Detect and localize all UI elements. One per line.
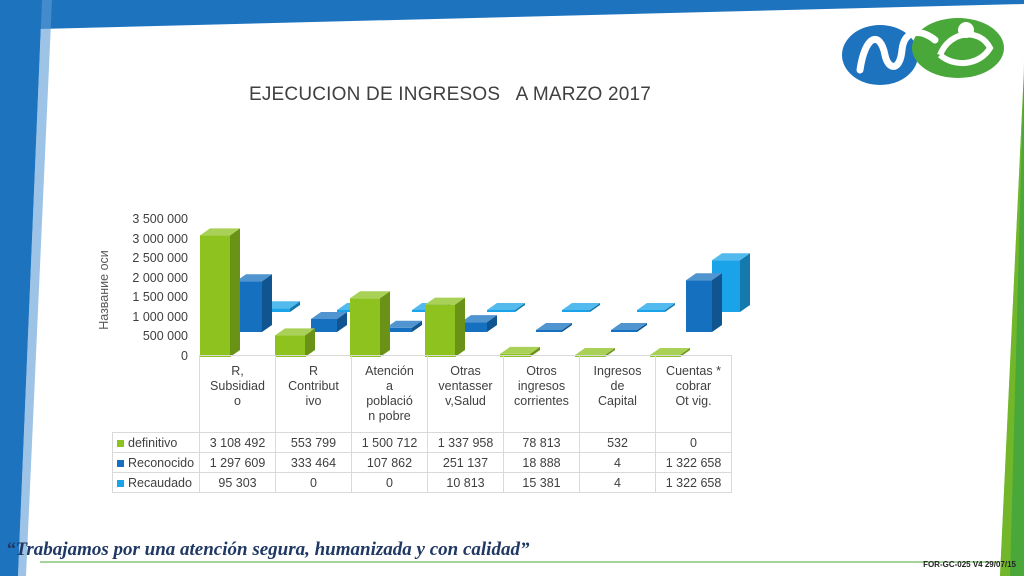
data-label: 95 303 bbox=[199, 472, 276, 493]
data-label: 0 bbox=[351, 472, 428, 493]
bar-definitivo-1 bbox=[275, 328, 315, 357]
left-blue-band-light bbox=[18, 0, 52, 576]
legend-swatch bbox=[117, 459, 124, 467]
category-label: Cuentas * cobrar Ot vig. bbox=[655, 355, 732, 433]
bar-reconocido-5 bbox=[611, 323, 647, 332]
y-tick-label: 0 bbox=[181, 349, 188, 363]
right-green-band-light bbox=[1000, 60, 1024, 576]
y-tick-label: 500 000 bbox=[142, 329, 188, 344]
data-label: 251 137 bbox=[427, 452, 504, 473]
category-label: Otras ventasser v,Salud bbox=[427, 355, 504, 433]
slogan-text: “Trabajamos por una atención segura, hum… bbox=[6, 539, 530, 560]
data-label: 1 322 658 bbox=[655, 472, 732, 493]
bar-reconocido-1 bbox=[311, 311, 347, 332]
top-blue-band bbox=[0, 0, 1024, 30]
y-tick-label: 1 000 000 bbox=[132, 309, 188, 324]
data-label: 532 bbox=[579, 432, 656, 453]
data-label: 1 297 609 bbox=[199, 452, 276, 473]
legend-reconocido: Reconocido bbox=[112, 452, 200, 473]
category-label: R, Subsidiad o bbox=[199, 355, 276, 433]
legend-swatch bbox=[117, 479, 124, 487]
table-row: Recaudado 95 303 0 0 10 813 15 381 4 1 322 658 bbox=[112, 472, 732, 493]
left-blue-band bbox=[0, 0, 42, 576]
bar-recaudado-5 bbox=[637, 303, 675, 312]
table-row: definitivo 3 108 492 553 799 1 500 712 1 337… bbox=[112, 432, 732, 453]
bar-definitivo-0 bbox=[200, 228, 240, 357]
table-row: Reconocido 1 297 609 333 464 107 862 251 137… bbox=[112, 452, 732, 473]
chart-data-table: R, Subsidiad o R Contribut ivo Atención a poblac… bbox=[112, 355, 732, 493]
y-tick-label: 3 500 000 bbox=[132, 212, 188, 226]
bar-definitivo-3 bbox=[425, 297, 465, 357]
y-tick-label: 2 000 000 bbox=[132, 270, 188, 285]
table-corner bbox=[113, 356, 200, 433]
legend-swatch bbox=[117, 439, 124, 447]
bar-reconocido-0 bbox=[236, 274, 272, 332]
y-tick-label: 3 000 000 bbox=[132, 231, 188, 246]
legend-recaudado: Recaudado bbox=[112, 472, 200, 493]
category-label: Otros ingresos corrientes bbox=[503, 355, 580, 433]
hospital-logo bbox=[842, 18, 1004, 85]
data-label: 1 337 958 bbox=[427, 432, 504, 453]
bar-reconocido-2 bbox=[386, 320, 422, 332]
data-label: 10 813 bbox=[427, 472, 504, 493]
bar-definitivo-2 bbox=[350, 291, 390, 357]
data-label: 4 bbox=[579, 472, 656, 493]
bar-reconocido-3 bbox=[461, 315, 497, 332]
category-label: R Contribut ivo bbox=[275, 355, 352, 433]
data-label: 333 464 bbox=[275, 452, 352, 473]
data-label: 15 381 bbox=[503, 472, 580, 493]
y-tick-label: 2 500 000 bbox=[132, 251, 188, 266]
data-label: 0 bbox=[275, 472, 352, 493]
data-label: 4 bbox=[579, 452, 656, 473]
category-label: Atención a població n pobre bbox=[351, 355, 428, 433]
footer-document-code: FOR-GC-025 V4 29/07/15 bbox=[923, 560, 1016, 569]
data-label: 78 813 bbox=[503, 432, 580, 453]
data-label: 3 108 492 bbox=[199, 432, 276, 453]
table-header-row: R, Subsidiad o R Contribut ivo Atención a poblac… bbox=[113, 355, 732, 433]
bar-recaudado-6 bbox=[712, 253, 750, 312]
data-label: 18 888 bbox=[503, 452, 580, 473]
table-body: definitivo 3 108 492 553 799 1 500 712 1 337… bbox=[112, 432, 732, 493]
chart-title: EJECUCION DE INGRESOS A MARZO 2017 bbox=[248, 84, 652, 105]
bar-recaudado-3 bbox=[487, 303, 525, 312]
data-label: 0 bbox=[655, 432, 732, 453]
bar-reconocido-4 bbox=[536, 323, 572, 332]
data-label: 553 799 bbox=[275, 432, 352, 453]
bar-recaudado-4 bbox=[562, 303, 600, 312]
legend-definitivo: definitivo bbox=[112, 432, 200, 453]
data-label: 1 500 712 bbox=[351, 432, 428, 453]
data-label: 107 862 bbox=[351, 452, 428, 473]
y-tick-label: 1 500 000 bbox=[132, 290, 188, 305]
data-label: 1 322 658 bbox=[655, 452, 732, 473]
category-label: Ingresos de Capital bbox=[579, 355, 656, 433]
bar-reconocido-6 bbox=[686, 273, 722, 332]
